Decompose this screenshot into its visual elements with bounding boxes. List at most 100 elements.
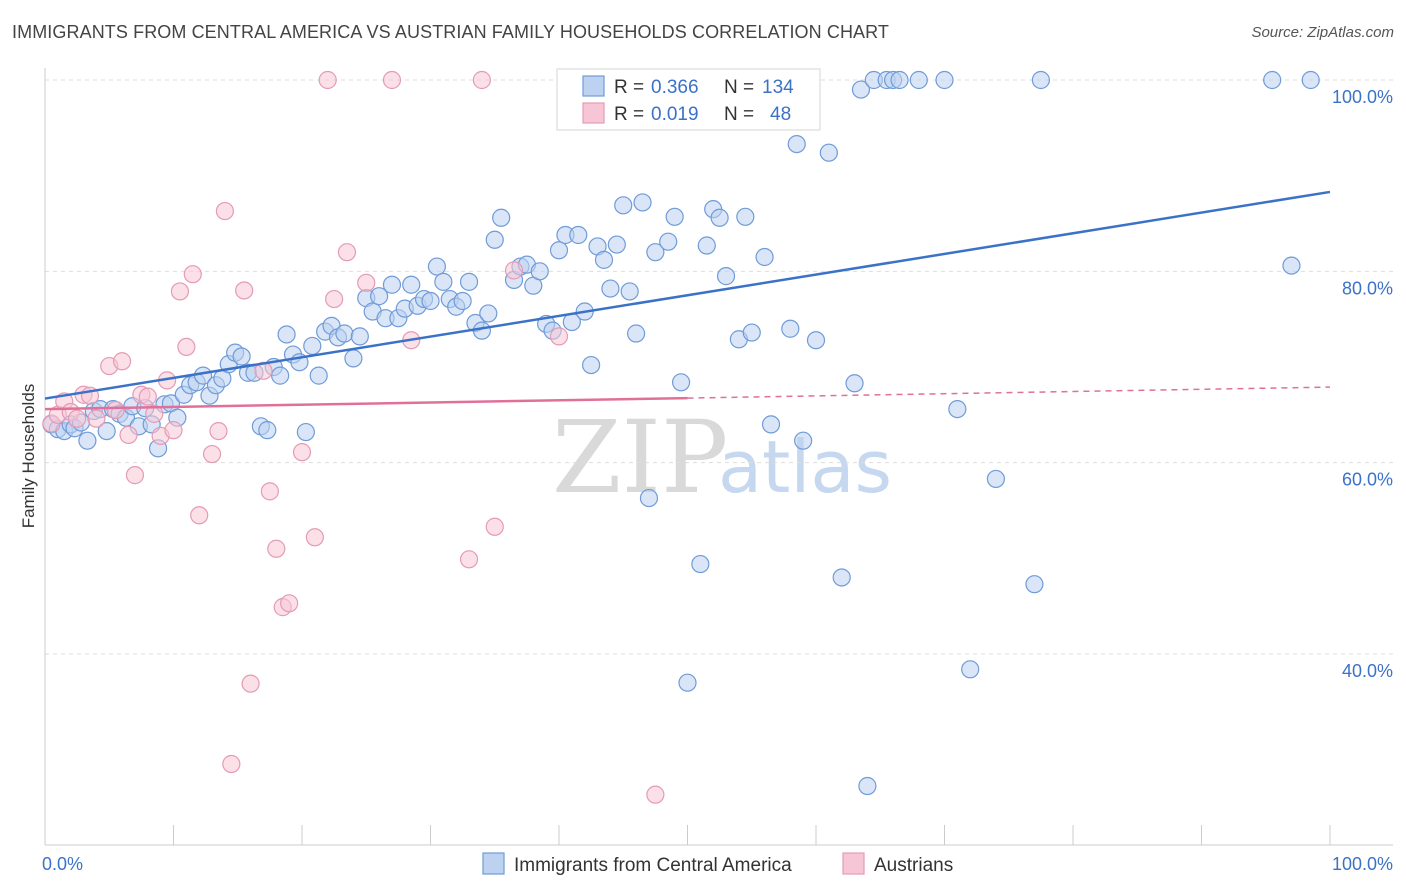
point-austrians-43 [472, 70, 491, 90]
point-central-america-68 [479, 304, 498, 323]
point-austrians-7 [87, 409, 106, 428]
point-central-america-89 [620, 282, 639, 301]
bottom-legend-swatch-blue [482, 852, 505, 875]
point-central-america-113 [794, 431, 813, 450]
point-austrians-42 [459, 550, 479, 569]
legend-n-label-1: N = [724, 77, 754, 98]
point-central-america-125 [935, 70, 954, 90]
point-central-america-60 [427, 257, 447, 276]
point-central-america-106 [742, 323, 761, 342]
point-austrians-10 [112, 352, 132, 371]
point-austrians-20 [177, 337, 196, 357]
point-central-america-67 [472, 321, 491, 340]
point-austrians-46 [549, 327, 569, 346]
point-austrians-22 [190, 506, 209, 525]
series-austrians-points [42, 70, 665, 804]
point-central-america-108 [755, 247, 774, 267]
legend-n-label-2: N = [724, 104, 754, 125]
point-austrians-38 [337, 243, 357, 262]
point-central-america-112 [787, 134, 806, 154]
point-austrians-40 [382, 70, 402, 90]
point-central-america-69 [485, 230, 504, 249]
bottom-legend-label-2: Austrians [874, 855, 953, 876]
point-central-america-131 [1263, 70, 1282, 90]
legend-swatch-blue [582, 75, 605, 97]
point-central-america-41 [303, 336, 322, 356]
point-central-america-115 [819, 143, 838, 162]
point-central-america-83 [582, 355, 601, 375]
point-austrians-26 [222, 754, 241, 774]
point-central-america-81 [569, 225, 588, 245]
legend-n-value-1: 134 [762, 77, 794, 98]
point-austrians-47 [646, 785, 665, 804]
legend-r-label-1: R = [614, 77, 644, 98]
point-austrians-21 [183, 265, 202, 284]
point-central-america-97 [671, 373, 691, 392]
x-tick-labels: 0.0% 100.0% [42, 854, 1393, 874]
point-austrians-27 [235, 281, 254, 300]
bottom-legend-swatch-pink [842, 852, 865, 875]
point-central-america-6 [78, 431, 97, 450]
point-central-america-51 [370, 287, 389, 306]
point-central-america-116 [832, 568, 851, 587]
point-central-america-102 [710, 208, 729, 227]
point-austrians-19 [170, 282, 190, 301]
point-central-america-65 [459, 272, 479, 291]
point-central-america-40 [296, 422, 315, 442]
point-central-america-96 [665, 207, 684, 226]
point-central-america-70 [492, 208, 511, 227]
point-central-america-132 [1282, 256, 1301, 275]
y-tick-label-0: 40.0% [1342, 661, 1393, 681]
trend-austrians [44, 396, 688, 411]
point-central-america-105 [736, 207, 755, 226]
point-austrians-15 [145, 404, 164, 423]
point-central-america-130 [1031, 70, 1050, 90]
point-austrians-14 [138, 387, 157, 406]
trend-austrians-extension [687, 386, 1331, 399]
point-austrians-45 [504, 261, 524, 280]
point-central-america-124 [909, 70, 928, 90]
point-austrians-30 [260, 482, 279, 501]
y-tick-labels: 40.0% 60.0% 80.0% 100.0% [1332, 87, 1393, 681]
source-credit: Source: ZipAtlas.com [1251, 24, 1394, 41]
point-austrians-9 [106, 400, 125, 420]
point-austrians-36 [318, 70, 337, 90]
point-central-america-78 [549, 241, 569, 260]
point-central-america-46 [335, 324, 354, 343]
point-austrians-24 [209, 421, 228, 441]
point-austrians-25 [215, 201, 234, 221]
point-austrians-18 [164, 421, 183, 440]
y-tick-label-3: 100.0% [1332, 87, 1393, 107]
trend-central-america [44, 190, 1331, 400]
watermark: ZIP atlas [552, 399, 892, 516]
point-central-america-37 [277, 325, 296, 344]
y-tick-label-1: 60.0% [1342, 470, 1393, 490]
point-central-america-99 [691, 554, 710, 574]
point-central-america-117 [845, 374, 864, 393]
stats-legend: R = 0.366 N = 134 R = 0.019 N = 48 [556, 68, 821, 131]
point-austrians-37 [325, 289, 344, 309]
point-central-america-34 [258, 421, 277, 440]
point-central-america-100 [697, 236, 716, 255]
point-austrians-11 [119, 425, 138, 445]
point-austrians-23 [202, 444, 222, 464]
point-central-america-9 [97, 421, 116, 441]
chart-title: IMMIGRANTS FROM CENTRAL AMERICA VS AUSTR… [12, 22, 890, 42]
legend-n-value-2: 48 [770, 104, 791, 125]
x-ticks [44, 825, 1331, 845]
point-central-america-119 [858, 776, 877, 796]
point-central-america-92 [639, 488, 659, 508]
point-central-america-48 [350, 327, 369, 346]
point-central-america-90 [626, 324, 646, 343]
point-austrians-34 [292, 443, 312, 462]
point-central-america-61 [434, 272, 453, 291]
point-central-america-36 [271, 366, 290, 385]
point-central-america-47 [344, 349, 363, 368]
y-axis-label: Family Households [19, 384, 38, 529]
point-central-america-42 [309, 366, 328, 385]
point-central-america-75 [530, 262, 549, 281]
point-central-america-111 [781, 319, 800, 338]
point-central-america-59 [421, 291, 440, 311]
point-austrians-4 [68, 409, 87, 428]
